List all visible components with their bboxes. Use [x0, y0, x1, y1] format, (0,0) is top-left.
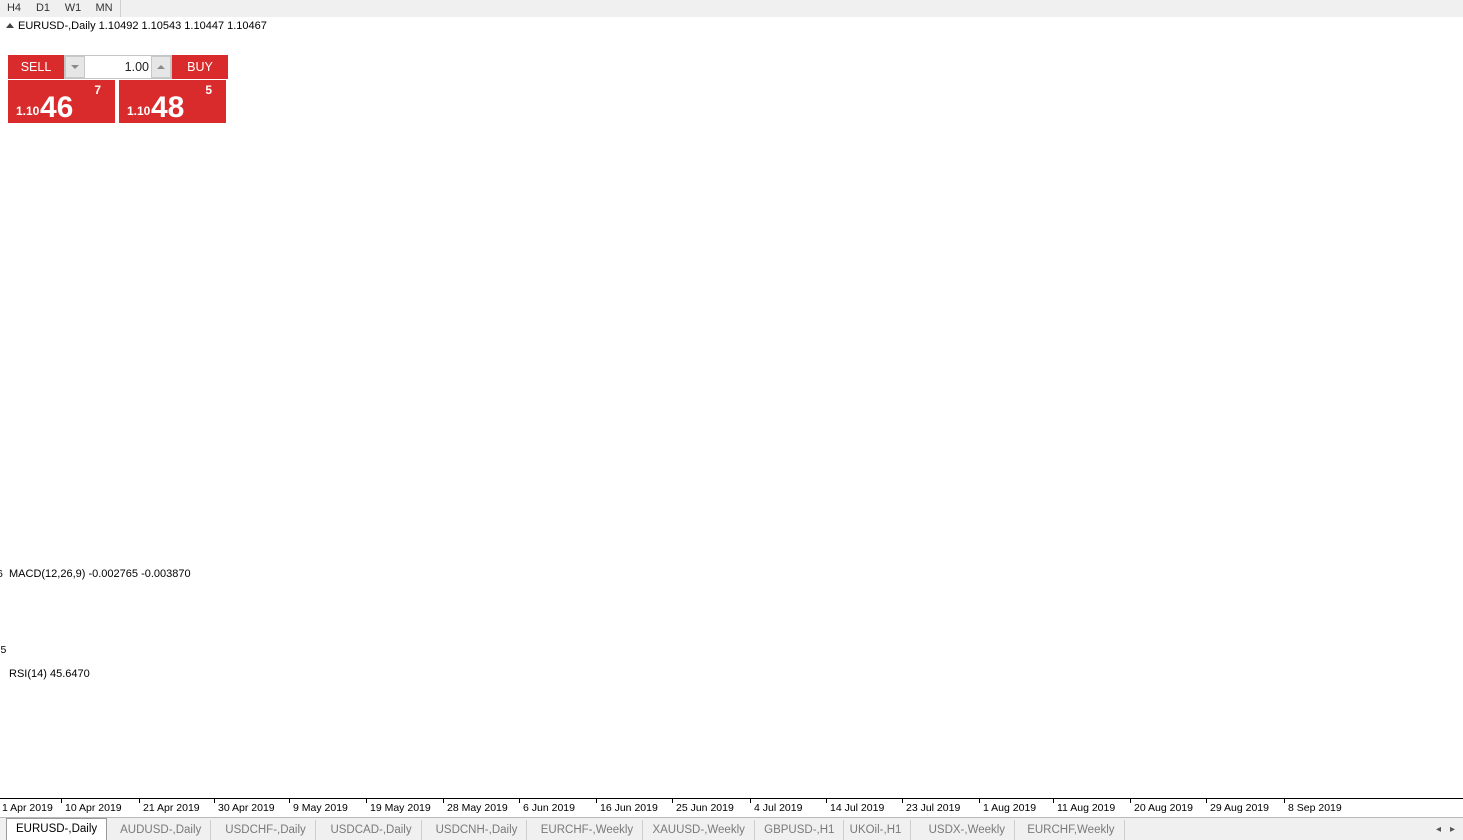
date-tick-label: 29 Aug 2019: [1210, 802, 1269, 814]
date-tick-label: 1 Aug 2019: [983, 802, 1037, 814]
macd-label: MACD(12,26,9) -0.002765 -0.003870: [9, 568, 191, 580]
date-tick-mark: [750, 799, 751, 803]
macd-tick: 0.004536: [0, 568, 3, 580]
date-tick-mark: [1130, 799, 1131, 803]
volume-increase-button[interactable]: [151, 56, 171, 78]
date-tick-mark: [214, 799, 215, 803]
date-tick-label: 8 Sep 2019: [1288, 802, 1342, 814]
date-tick-mark: [1206, 799, 1207, 803]
trade-panel-top-row: SELL 1.00 BUY: [8, 55, 228, 79]
chart-tab[interactable]: EURCHF-,Weekly: [532, 820, 644, 840]
date-tick-mark: [672, 799, 673, 803]
chart-tab-bar[interactable]: EURUSD-,Daily AUDUSD-,Daily USDCHF-,Daily U…: [0, 817, 1463, 840]
macd-axis[interactable]: 0.0045360.00-0.005205: [0, 566, 7, 665]
chart-tab[interactable]: EURCHF,Weekly: [1018, 820, 1125, 840]
price-axis[interactable]: 1.142951.139751.136501.133301.130101.126…: [0, 17, 3, 565]
sell-button[interactable]: SELL: [8, 55, 64, 79]
chart-tab[interactable]: USDX-,Weekly: [920, 820, 1016, 840]
symbol-header-text: EURUSD-,Daily 1.10492 1.10543 1.10447 1.…: [18, 20, 267, 32]
date-tick-mark: [902, 799, 903, 803]
tab-scroll-prev-icon[interactable]: ◂: [1435, 824, 1442, 835]
trade-panel-price-row: 1.10 46 7 1.10 48 5: [8, 80, 228, 124]
timeframe-d1[interactable]: D1: [28, 0, 59, 17]
date-tick-mark: [979, 799, 980, 803]
date-tick-label: 16 Jun 2019: [600, 802, 658, 814]
date-tick-label: 6 Jun 2019: [523, 802, 575, 814]
chart-tab[interactable]: AUDUSD-,Daily: [111, 820, 212, 840]
timeframe-mn[interactable]: MN: [88, 0, 121, 17]
date-tick-mark: [1284, 799, 1285, 803]
buy-price-prefix: 1.10: [127, 104, 151, 118]
date-tick-mark: [61, 799, 62, 803]
date-tick-mark: [596, 799, 597, 803]
buy-price-cell[interactable]: 1.10 48 5: [119, 80, 226, 124]
chart-tab[interactable]: USDCAD-,Daily: [321, 820, 422, 840]
symbol-header: EURUSD-,Daily 1.10492 1.10543 1.10447 1.…: [6, 20, 267, 32]
chart-tab[interactable]: EURUSD-,Daily: [6, 818, 108, 840]
date-tick-label: 20 Aug 2019: [1134, 802, 1193, 814]
date-tick-label: 4 Jul 2019: [754, 802, 803, 814]
date-tick-label: 19 May 2019: [370, 802, 431, 814]
date-tick-mark: [443, 799, 444, 803]
macd-tick: -0.005205: [0, 644, 7, 656]
rsi-label: RSI(14) 45.6470: [9, 668, 90, 680]
chart-tab[interactable]: GBPUSD-,H1: [755, 820, 845, 840]
date-tick-label: 25 Jun 2019: [676, 802, 734, 814]
one-click-trading-panel[interactable]: SELL 1.00 BUY 1.10 46 7 1.10 48 5: [8, 55, 228, 124]
chart-tab[interactable]: XAUUSD-,Weekly: [643, 820, 755, 840]
rsi-axis[interactable]: 10070300: [0, 666, 3, 798]
volume-decrease-button[interactable]: [65, 56, 85, 78]
date-tick-mark: [289, 799, 290, 803]
timeframe-w1[interactable]: W1: [58, 0, 89, 17]
date-tick-mark: [139, 799, 140, 803]
buy-price-fraction: 5: [205, 83, 212, 97]
chart-frame: 1.142951.139751.136501.133301.130101.126…: [0, 17, 1463, 818]
date-axis[interactable]: 1 Apr 2019 10 Apr 2019 21 Apr 2019 30 Apr 2…: [0, 798, 1463, 818]
date-tick-mark: [1053, 799, 1054, 803]
buy-price-big: 48: [151, 91, 185, 124]
tab-scroll-next-icon[interactable]: ▸: [1449, 824, 1456, 835]
triangle-up-icon: [6, 23, 14, 28]
chart-tab[interactable]: USDCNH-,Daily: [427, 820, 528, 840]
date-tick-label: 9 May 2019: [293, 802, 348, 814]
sell-price-fraction: 7: [94, 83, 101, 97]
date-tick-label: 30 Apr 2019: [218, 802, 275, 814]
date-tick-label: 23 Jul 2019: [906, 802, 961, 814]
buy-button[interactable]: BUY: [172, 55, 228, 79]
chart-tab[interactable]: USDCHF-,Daily: [216, 820, 316, 840]
sell-price-big: 46: [40, 91, 74, 124]
date-tick-label: 10 Apr 2019: [65, 802, 122, 814]
date-tick-label: 28 May 2019: [447, 802, 508, 814]
date-tick-label: 14 Jul 2019: [830, 802, 885, 814]
sell-price-cell[interactable]: 1.10 46 7: [8, 80, 115, 124]
date-tick-label: 11 Aug 2019: [1057, 802, 1116, 814]
volume-value: 1.00: [124, 60, 149, 74]
date-tick-mark: [826, 799, 827, 803]
date-tick-label: 1 Apr 2019: [2, 802, 53, 814]
chart-tab[interactable]: UKOil-,H1: [841, 820, 912, 840]
timeframe-h4[interactable]: H4: [0, 0, 29, 17]
volume-field[interactable]: 1.00: [64, 55, 172, 79]
timeframe-toolbar: H4 D1 W1 MN: [0, 0, 1463, 18]
date-tick-label: 21 Apr 2019: [143, 802, 200, 814]
date-tick-mark: [366, 799, 367, 803]
date-tick-mark: [519, 799, 520, 803]
sell-price-prefix: 1.10: [16, 104, 40, 118]
